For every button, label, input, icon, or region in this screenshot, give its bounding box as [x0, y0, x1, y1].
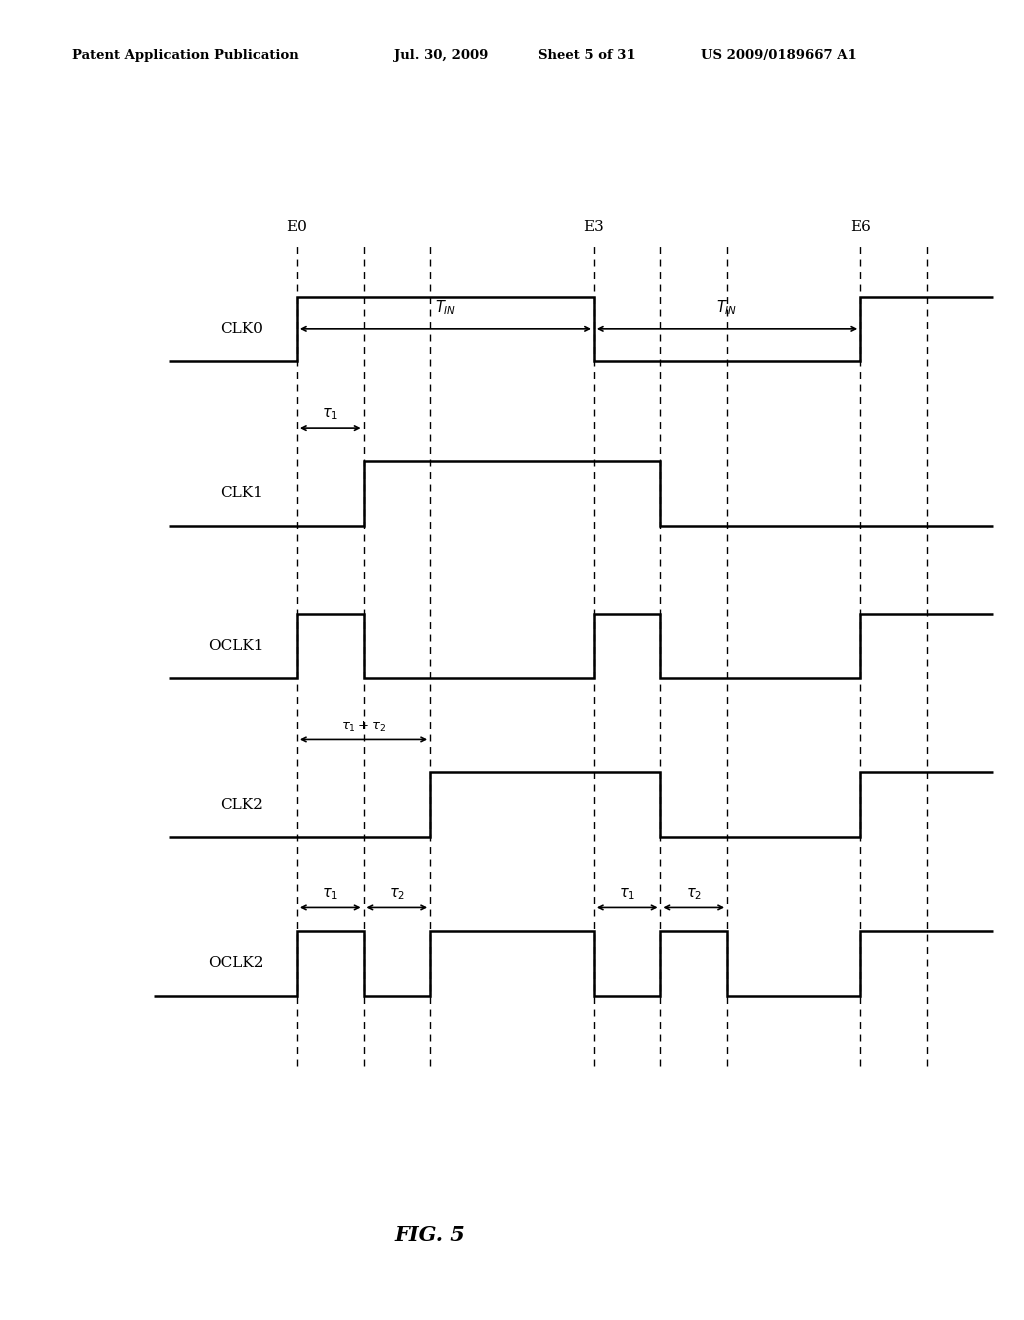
Text: $\tau_2$: $\tau_2$: [389, 886, 404, 902]
Text: CLK1: CLK1: [220, 486, 263, 500]
Text: Sheet 5 of 31: Sheet 5 of 31: [538, 49, 635, 62]
Text: E3: E3: [584, 220, 604, 234]
Text: FIG. 5: FIG. 5: [394, 1225, 466, 1245]
Text: OCLK2: OCLK2: [208, 956, 263, 970]
Text: $\tau_1$: $\tau_1$: [323, 407, 338, 422]
Text: CLK0: CLK0: [220, 322, 263, 335]
Text: $T_{IN}$: $T_{IN}$: [717, 298, 737, 317]
Text: CLK2: CLK2: [220, 797, 263, 812]
Text: $T_{IN}$: $T_{IN}$: [435, 298, 456, 317]
Text: $\tau_1$: $\tau_1$: [620, 886, 635, 902]
Text: Patent Application Publication: Patent Application Publication: [72, 49, 298, 62]
Text: E0: E0: [287, 220, 307, 234]
Text: $\tau_1 + \tau_2$: $\tau_1 + \tau_2$: [341, 719, 386, 734]
Text: $\tau_2$: $\tau_2$: [686, 886, 701, 902]
Text: US 2009/0189667 A1: US 2009/0189667 A1: [701, 49, 857, 62]
Text: OCLK1: OCLK1: [208, 639, 263, 653]
Text: $\tau_1$: $\tau_1$: [323, 886, 338, 902]
Text: E6: E6: [850, 220, 870, 234]
Text: Jul. 30, 2009: Jul. 30, 2009: [394, 49, 488, 62]
